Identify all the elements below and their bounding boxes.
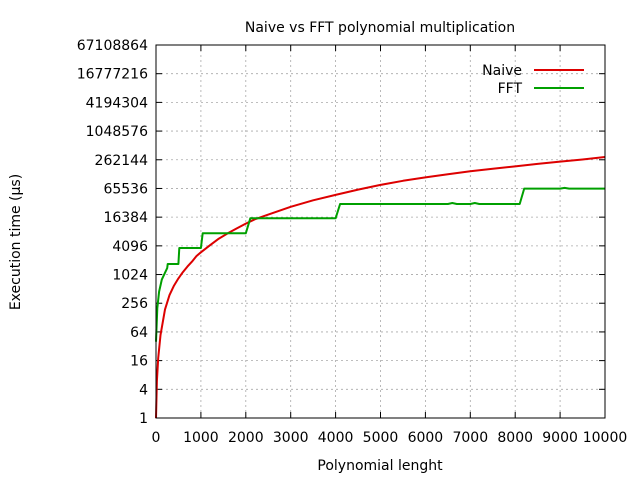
y-tick-label: 64 (130, 325, 148, 341)
x-tick-label: 10000 (583, 430, 628, 446)
y-tick-label: 16777216 (77, 67, 148, 83)
x-tick-label: 3000 (273, 430, 309, 446)
series-layer (155, 156, 606, 419)
legend-label-fft: FFT (498, 81, 523, 97)
x-tick-label: 0 (152, 430, 161, 446)
y-tick-label: 65536 (103, 181, 148, 197)
series-line-fft (155, 186, 605, 342)
y-tick-label: 1048576 (86, 124, 148, 140)
y-axis-title: Execution time (µs) (8, 174, 24, 310)
y-tick-label: 4 (139, 382, 148, 398)
y-tick-label: 16384 (103, 210, 148, 226)
plot-frame (155, 44, 606, 419)
y-tick-label: 4096 (112, 239, 148, 255)
x-tick-label: 5000 (363, 430, 399, 446)
legend-label-naive: Naive (482, 63, 522, 79)
x-tick-label: 7000 (452, 430, 488, 446)
x-tick-label: 4000 (318, 430, 354, 446)
y-tick-label: 4194304 (86, 95, 148, 111)
y-tick-label: 1 (139, 411, 148, 427)
tick-layer (155, 44, 606, 419)
y-tick-label: 16 (130, 354, 148, 370)
y-tick-label: 262144 (95, 153, 149, 169)
y-tick-label: 67108864 (77, 38, 148, 54)
series-line-naive (155, 156, 606, 419)
x-tick-label: 2000 (228, 430, 264, 446)
x-tick-label: 6000 (408, 430, 444, 446)
x-tick-label: 1000 (183, 430, 219, 446)
legend: Naive FFT (482, 63, 584, 97)
grid-layer (156, 45, 605, 418)
y-tick-label: 256 (121, 296, 148, 312)
chart-title: Naive vs FFT polynomial multiplication (245, 20, 515, 36)
label-layer: 1 4 16 64 256 1024 4096 16384 65536 262144 1048576… (77, 38, 628, 446)
x-axis-title: Polynomial lenght (317, 458, 443, 474)
x-tick-label: 8000 (497, 430, 533, 446)
x-tick-label: 9000 (542, 430, 578, 446)
y-tick-label: 1024 (112, 268, 148, 284)
